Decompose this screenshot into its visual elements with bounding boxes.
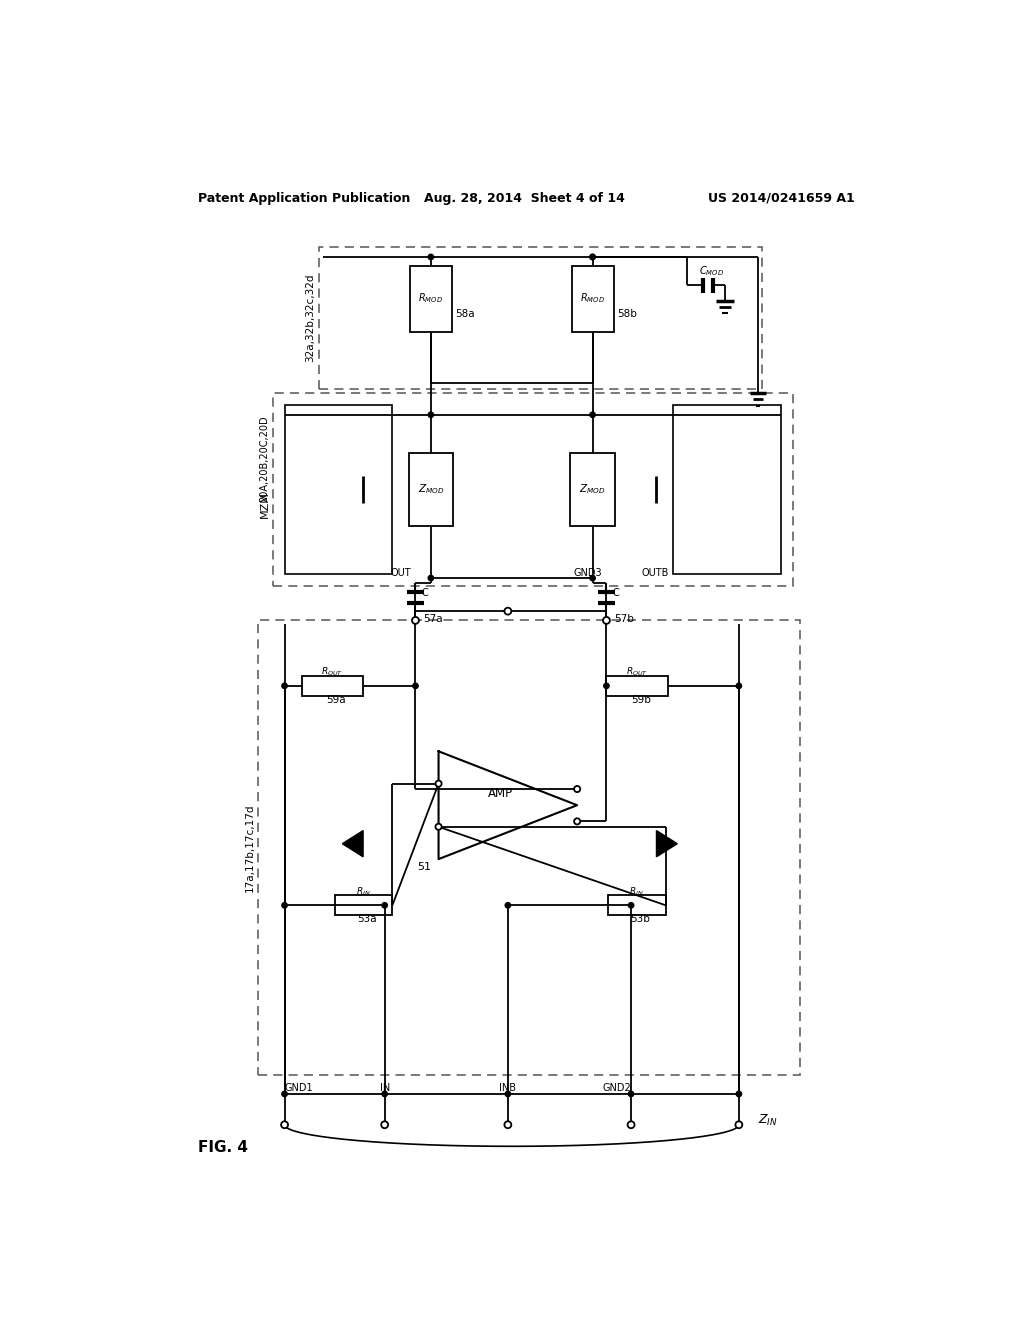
- Text: 59a: 59a: [327, 694, 346, 705]
- Circle shape: [435, 780, 441, 787]
- Circle shape: [413, 684, 418, 689]
- Text: OUT: OUT: [391, 568, 412, 578]
- Circle shape: [736, 1092, 741, 1097]
- Text: 58a: 58a: [456, 309, 475, 319]
- Circle shape: [382, 903, 387, 908]
- Bar: [258, 620, 801, 1074]
- Text: $R_{MOD}$: $R_{MOD}$: [419, 292, 443, 305]
- Circle shape: [505, 903, 511, 908]
- Text: 57a: 57a: [423, 614, 442, 624]
- Text: C: C: [612, 589, 620, 598]
- Text: OUTB: OUTB: [641, 568, 669, 578]
- Text: 17a,17b,17c,17d: 17a,17b,17c,17d: [245, 804, 255, 892]
- Bar: [570, 453, 614, 527]
- Text: US 2014/0241659 A1: US 2014/0241659 A1: [708, 191, 854, 205]
- Text: $R_{OUT}$: $R_{OUT}$: [322, 665, 343, 678]
- Polygon shape: [342, 830, 364, 857]
- Text: 57b: 57b: [614, 614, 634, 624]
- Circle shape: [628, 1121, 635, 1129]
- Text: $R_{IN}$: $R_{IN}$: [629, 886, 644, 898]
- Text: FIG. 4: FIG. 4: [199, 1140, 248, 1155]
- Bar: [409, 453, 454, 527]
- Text: 58b: 58b: [617, 309, 637, 319]
- Text: 51: 51: [417, 862, 431, 871]
- Circle shape: [412, 616, 419, 624]
- Bar: [674, 405, 781, 574]
- Circle shape: [282, 1121, 288, 1129]
- Circle shape: [428, 412, 433, 417]
- Text: $R_{IN}$: $R_{IN}$: [355, 886, 371, 898]
- Circle shape: [413, 618, 418, 623]
- Text: IN: IN: [380, 1082, 390, 1093]
- Circle shape: [629, 903, 634, 908]
- Text: $R_{OUT}$: $R_{OUT}$: [626, 665, 648, 678]
- Circle shape: [435, 824, 441, 830]
- Text: MZM: MZM: [259, 491, 269, 519]
- Circle shape: [603, 616, 610, 624]
- Text: GND3: GND3: [573, 568, 602, 578]
- Text: 20A,20B,20C,20D: 20A,20B,20C,20D: [259, 416, 269, 502]
- Circle shape: [505, 607, 511, 615]
- Text: $R_{MOD}$: $R_{MOD}$: [581, 292, 605, 305]
- Text: Aug. 28, 2014  Sheet 4 of 14: Aug. 28, 2014 Sheet 4 of 14: [424, 191, 626, 205]
- Circle shape: [505, 609, 511, 614]
- Circle shape: [629, 1092, 634, 1097]
- Circle shape: [282, 684, 288, 689]
- Bar: [335, 895, 392, 915]
- Text: C: C: [422, 589, 428, 598]
- Circle shape: [735, 1121, 742, 1129]
- Bar: [571, 267, 614, 331]
- Text: $C_{MOD}$: $C_{MOD}$: [699, 265, 724, 279]
- Circle shape: [382, 1092, 387, 1097]
- Circle shape: [505, 1092, 511, 1097]
- Bar: [319, 247, 762, 389]
- Bar: [410, 267, 453, 331]
- Circle shape: [282, 1092, 288, 1097]
- Text: 53a: 53a: [357, 915, 377, 924]
- Circle shape: [590, 576, 595, 581]
- Text: $Z_{MOD}$: $Z_{MOD}$: [418, 483, 444, 496]
- Circle shape: [736, 684, 741, 689]
- Text: INB: INB: [500, 1082, 516, 1093]
- Bar: [606, 676, 668, 696]
- Circle shape: [574, 785, 581, 792]
- Circle shape: [282, 903, 288, 908]
- Bar: [273, 393, 793, 586]
- Text: Patent Application Publication: Patent Application Publication: [199, 191, 411, 205]
- Circle shape: [590, 255, 595, 260]
- Circle shape: [574, 818, 581, 825]
- Circle shape: [428, 576, 433, 581]
- Text: 53b: 53b: [631, 915, 650, 924]
- Text: GND1: GND1: [285, 1082, 313, 1093]
- Circle shape: [590, 255, 595, 260]
- Circle shape: [505, 1121, 511, 1129]
- Text: GND2: GND2: [602, 1082, 631, 1093]
- Circle shape: [604, 684, 609, 689]
- Text: $Z_{IN}$: $Z_{IN}$: [758, 1113, 778, 1129]
- Circle shape: [590, 412, 595, 417]
- Bar: [301, 676, 364, 696]
- Circle shape: [604, 618, 609, 623]
- Circle shape: [428, 255, 433, 260]
- Circle shape: [381, 1121, 388, 1129]
- Text: 32a,32b,32c,32d: 32a,32b,32c,32d: [305, 275, 315, 363]
- Polygon shape: [656, 830, 677, 857]
- Text: 59b: 59b: [631, 694, 651, 705]
- Bar: [608, 895, 666, 915]
- Text: AMP: AMP: [487, 787, 513, 800]
- Bar: [285, 405, 392, 574]
- Text: $Z_{MOD}$: $Z_{MOD}$: [580, 483, 606, 496]
